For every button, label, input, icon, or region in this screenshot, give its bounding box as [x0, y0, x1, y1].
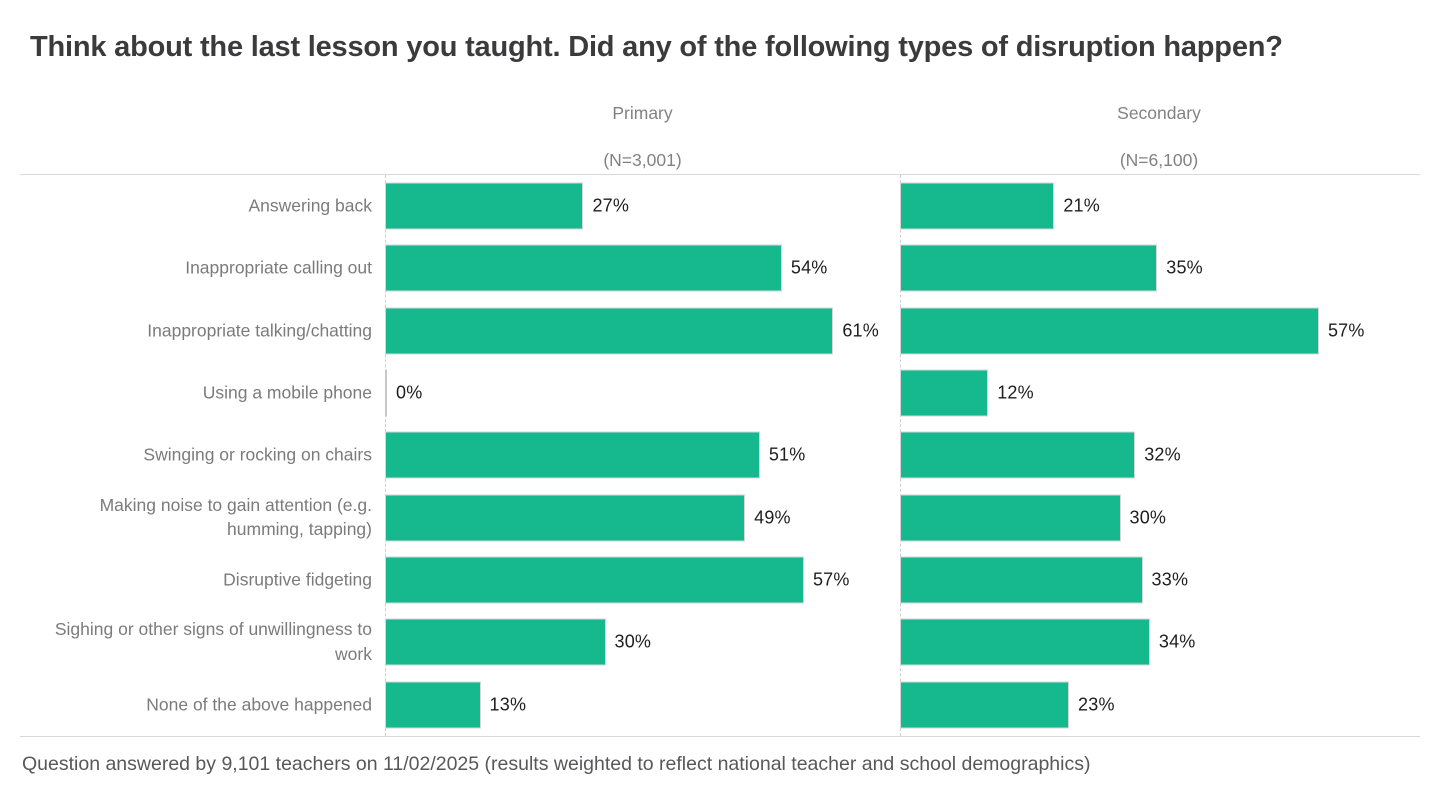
category-label: Disruptive fidgeting — [223, 569, 372, 590]
bar-group-primary: 57% — [385, 556, 850, 604]
bar-value-secondary: 34% — [1158, 631, 1196, 652]
chart: Think about the last lesson you taught. … — [0, 30, 1440, 777]
bar-primary[interactable] — [385, 681, 481, 729]
category-label: Inappropriate talking/chatting — [147, 320, 372, 341]
category-label: None of the above happened — [146, 694, 372, 715]
chart-row: Making noise to gain attention (e.g. hum… — [20, 486, 1420, 548]
chart-row: Disruptive fidgeting 57% 33% — [20, 549, 1420, 611]
bar-primary[interactable] — [385, 244, 782, 292]
chart-row: Inappropriate talking/chatting 61% 57% — [20, 299, 1420, 361]
bar-value-secondary: 33% — [1151, 569, 1189, 590]
chart-row: Inappropriate calling out 54% 35% — [20, 237, 1420, 299]
bar-primary[interactable] — [385, 369, 387, 417]
bar-group-secondary: 30% — [900, 494, 1167, 542]
bar-value-secondary: 32% — [1144, 444, 1181, 465]
bar-value-secondary: 35% — [1166, 257, 1203, 278]
bar-secondary[interactable] — [900, 681, 1070, 729]
chart-row: Answering back 27% 21% — [20, 175, 1420, 237]
category-label: Answering back — [248, 195, 372, 216]
chart-row: Using a mobile phone 0% 12% — [20, 362, 1420, 424]
bar-value-secondary: 30% — [1129, 507, 1167, 528]
bar-primary[interactable] — [385, 182, 584, 230]
chart-row: None of the above happened 13% 23% — [20, 673, 1420, 735]
bar-value-secondary: 21% — [1063, 195, 1100, 216]
bar-group-secondary: 32% — [900, 431, 1181, 479]
bar-value-primary: 61% — [842, 320, 879, 341]
series-n-secondary: (N=6,100) — [1119, 149, 1199, 170]
bar-group-primary: 49% — [385, 494, 791, 542]
bar-value-secondary: 12% — [997, 382, 1034, 403]
bar-secondary[interactable] — [900, 307, 1319, 355]
bar-group-secondary: 12% — [900, 369, 1034, 417]
bar-group-secondary: 33% — [900, 556, 1189, 604]
bar-value-primary: 27% — [592, 195, 630, 216]
bar-group-primary: 13% — [385, 681, 527, 729]
column-header-primary: Primary (N=3,001) — [385, 103, 900, 171]
category-label: Making noise to gain attention (e.g. hum… — [99, 494, 372, 540]
bar-primary[interactable] — [385, 307, 834, 355]
bar-secondary[interactable] — [900, 244, 1158, 292]
bar-secondary[interactable] — [900, 494, 1121, 542]
bar-group-primary: 0% — [385, 369, 423, 417]
chart-row: Swinging or rocking on chairs 51% 32% — [20, 424, 1420, 486]
bar-value-primary: 51% — [768, 444, 806, 465]
bar-secondary[interactable] — [900, 369, 989, 417]
chart-footnote: Question answered by 9,101 teachers on 1… — [22, 752, 1091, 775]
bar-group-secondary: 34% — [900, 618, 1196, 666]
category-label: Inappropriate calling out — [185, 257, 372, 278]
column-headers: Primary (N=3,001) Secondary (N=6,100) — [20, 65, 1420, 174]
bar-secondary[interactable] — [900, 556, 1143, 604]
bar-value-secondary: 57% — [1327, 320, 1365, 341]
bar-value-primary: 57% — [812, 569, 850, 590]
bar-group-secondary: 21% — [900, 182, 1100, 230]
bar-group-secondary: 23% — [900, 681, 1115, 729]
bar-secondary[interactable] — [900, 618, 1150, 666]
bar-primary[interactable] — [385, 431, 760, 479]
plot-area: Answering back 27% 21% Inappropriate callin… — [20, 173, 1420, 737]
series-n-primary: (N=3,001) — [603, 149, 682, 170]
bar-primary[interactable] — [385, 618, 606, 666]
bar-primary[interactable] — [385, 494, 746, 542]
bar-value-primary: 30% — [614, 631, 652, 652]
bar-primary[interactable] — [385, 556, 804, 604]
bar-group-primary: 51% — [385, 431, 806, 479]
series-name-primary: Primary — [612, 102, 673, 123]
category-label: Swinging or rocking on chairs — [143, 444, 372, 465]
bar-group-secondary: 35% — [900, 244, 1203, 292]
bar-group-primary: 30% — [385, 618, 652, 666]
bar-secondary[interactable] — [900, 182, 1055, 230]
bar-value-primary: 49% — [754, 507, 791, 528]
bar-secondary[interactable] — [900, 431, 1136, 479]
bar-value-primary: 54% — [790, 257, 828, 278]
column-header-secondary: Secondary (N=6,100) — [900, 103, 1418, 171]
bar-group-secondary: 57% — [900, 307, 1365, 355]
category-label: Using a mobile phone — [202, 382, 372, 403]
bar-group-primary: 27% — [385, 182, 630, 230]
bar-value-primary: 13% — [489, 694, 527, 715]
bar-value-secondary: 23% — [1078, 694, 1115, 715]
category-label: Sighing or other signs of unwillingness … — [54, 619, 372, 665]
bar-group-primary: 54% — [385, 244, 828, 292]
chart-row: Sighing or other signs of unwillingness … — [20, 611, 1420, 673]
bar-group-primary: 61% — [385, 307, 879, 355]
series-name-secondary: Secondary — [1117, 102, 1201, 123]
bar-value-primary: 0% — [396, 382, 423, 403]
chart-title: Think about the last lesson you taught. … — [30, 31, 1283, 63]
